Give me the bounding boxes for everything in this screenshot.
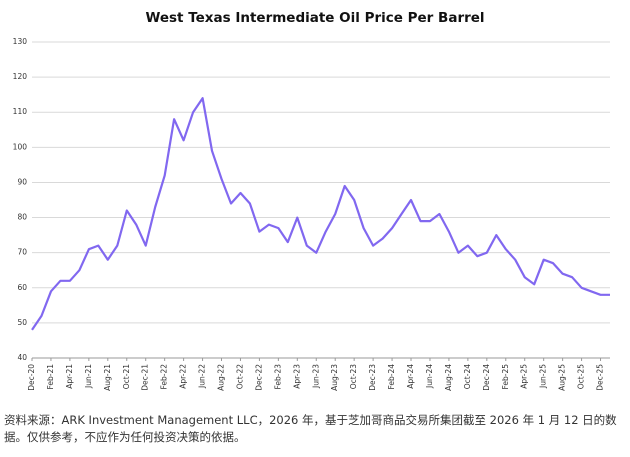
- chart-title: West Texas Intermediate Oil Price Per Ba…: [145, 10, 484, 26]
- y-tick-label: 50: [17, 318, 27, 327]
- x-tick-label: Dec-23: [368, 364, 377, 391]
- x-tick-label: Dec-25: [596, 364, 605, 391]
- x-tick-label: Oct-22: [235, 364, 244, 389]
- y-tick-label: 120: [13, 72, 28, 81]
- x-tick-label: Feb-22: [160, 364, 169, 390]
- x-tick-label: Apr-21: [65, 364, 74, 389]
- y-tick-label: 70: [17, 248, 27, 257]
- x-tick-label: Aug-22: [217, 364, 226, 391]
- y-tick-label: 130: [13, 37, 28, 46]
- x-tick-label: Jun-23: [311, 364, 320, 389]
- x-tick-label: Apr-22: [179, 364, 188, 389]
- x-tick-label: Dec-21: [141, 364, 150, 391]
- x-tick-label: Jun-25: [539, 364, 548, 389]
- x-tick-label: Aug-25: [558, 364, 567, 391]
- x-tick-label: Apr-25: [520, 364, 529, 389]
- x-tick-label: Oct-23: [349, 364, 358, 389]
- x-tick-label: Feb-23: [273, 364, 282, 390]
- x-tick-label: Feb-21: [46, 364, 55, 390]
- x-tick-label: Oct-25: [577, 364, 586, 389]
- x-tick-label: Feb-24: [387, 364, 396, 390]
- y-tick-label: 110: [13, 107, 28, 116]
- y-tick-label: 100: [13, 142, 28, 151]
- y-tick-label: 90: [17, 177, 27, 186]
- x-tick-label: Feb-25: [501, 364, 510, 390]
- x-tick-label: Apr-23: [292, 364, 301, 389]
- x-tick-label: Aug-23: [330, 364, 339, 391]
- x-tick-label: Dec-20: [27, 364, 36, 391]
- x-tick-label: Jun-22: [198, 364, 207, 389]
- y-tick-label: 80: [17, 213, 27, 222]
- y-tick-label: 60: [17, 283, 27, 292]
- chart: West Texas Intermediate Oil Price Per Ba…: [13, 10, 610, 391]
- footnote: 资料来源：ARK Investment Management LLC，2026 …: [4, 413, 617, 444]
- x-tick-label: Aug-24: [444, 364, 453, 391]
- x-tick-label: Jun-21: [84, 364, 93, 389]
- x-tick-label: Oct-24: [463, 364, 472, 389]
- x-tick-label: Oct-21: [122, 364, 131, 389]
- x-tick-label: Dec-22: [254, 364, 263, 391]
- price-line: [31, 97, 610, 331]
- x-tick-label: Aug-21: [103, 364, 112, 391]
- x-tick-label: Dec-24: [482, 364, 491, 391]
- x-tick-label: Apr-24: [406, 364, 415, 389]
- y-tick-label: 40: [17, 353, 27, 362]
- x-tick-label: Jun-24: [425, 364, 434, 389]
